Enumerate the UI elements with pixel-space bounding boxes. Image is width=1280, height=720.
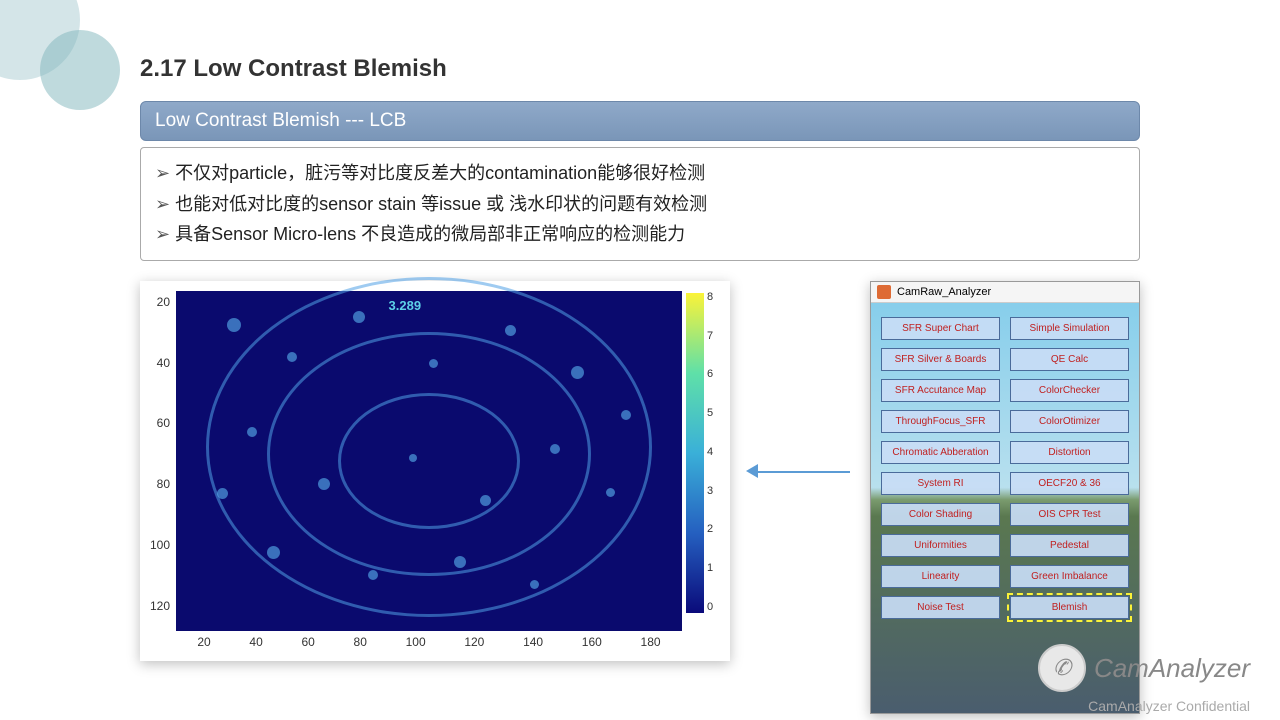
brand-text: CamAnalyzer — [1094, 653, 1250, 684]
heatmap-y-axis: 20 40 60 80 100 120 — [150, 291, 176, 631]
heatmap-spot — [267, 546, 280, 559]
app-button-system-ri[interactable]: System RI — [881, 472, 1000, 495]
x-tick: 40 — [249, 635, 262, 649]
bullet-item: 不仅对particle，脏污等对比度反差大的contamination能够很好检… — [155, 158, 1125, 189]
x-tick: 80 — [354, 635, 367, 649]
brand-chat-icon: ✆ — [1038, 644, 1086, 692]
app-button-blemish[interactable]: Blemish — [1010, 596, 1129, 619]
x-tick: 20 — [197, 635, 210, 649]
y-tick: 100 — [150, 538, 170, 552]
app-button-sfr-super-chart[interactable]: SFR Super Chart — [881, 317, 1000, 340]
heatmap-spot — [606, 488, 615, 497]
app-titlebar: CamRaw_Analyzer — [871, 282, 1139, 303]
heatmap-spot — [429, 359, 438, 368]
colorbar-labels: 8 7 6 5 4 3 2 1 0 — [704, 291, 713, 631]
heatmap-spot — [480, 495, 491, 506]
colorbar-gradient — [686, 293, 704, 613]
x-tick: 180 — [641, 635, 661, 649]
bullet-item: 也能对低对比度的sensor stain 等issue 或 浅水印状的问题有效检… — [155, 189, 1125, 220]
heatmap-panel: 20 40 60 80 100 120 3.289 8 7 6 5 4 3 2 1 0 20 40 60 80 1… — [140, 281, 730, 661]
x-tick: 160 — [582, 635, 602, 649]
app-button-green-imbalance[interactable]: Green Imbalance — [1010, 565, 1129, 588]
x-tick: 120 — [464, 635, 484, 649]
app-button-uniformities[interactable]: Uniformities — [881, 534, 1000, 557]
app-icon — [877, 285, 891, 299]
app-button-colorchecker[interactable]: ColorChecker — [1010, 379, 1129, 402]
colorbar-tick: 7 — [707, 330, 713, 342]
heatmap-spot — [318, 478, 330, 490]
app-button-sfr-accutance-map[interactable]: SFR Accutance Map — [881, 379, 1000, 402]
heatmap-plot: 3.289 — [176, 291, 682, 631]
heatmap-spot — [571, 366, 584, 379]
y-tick: 60 — [150, 416, 170, 430]
y-tick: 20 — [150, 295, 170, 309]
colorbar-tick: 1 — [707, 562, 713, 574]
x-tick: 140 — [523, 635, 543, 649]
heatmap-spot — [505, 325, 516, 336]
heatmap-ring — [206, 277, 651, 617]
footer-confidential: CamAnalyzer Confidential — [1088, 698, 1250, 714]
heatmap-spot — [227, 318, 241, 332]
app-button-qe-calc[interactable]: QE Calc — [1010, 348, 1129, 371]
heatmap-spot — [368, 570, 378, 580]
app-button-distortion[interactable]: Distortion — [1010, 441, 1129, 464]
x-tick: 60 — [301, 635, 314, 649]
footer-brand: ✆ CamAnalyzer — [1038, 644, 1250, 692]
heatmap-spot — [409, 454, 417, 462]
bullet-box: 不仅对particle，脏污等对比度反差大的contamination能够很好检… — [140, 147, 1140, 261]
heatmap-annotation: 3.289 — [389, 298, 422, 313]
colorbar-tick: 4 — [707, 446, 713, 458]
app-button-noise-test[interactable]: Noise Test — [881, 596, 1000, 619]
y-tick: 120 — [150, 599, 170, 613]
content-row: 20 40 60 80 100 120 3.289 8 7 6 5 4 3 2 1 0 20 40 60 80 1… — [140, 281, 1140, 714]
colorbar: 8 7 6 5 4 3 2 1 0 — [682, 291, 720, 631]
app-button-chromatic-abberation[interactable]: Chromatic Abberation — [881, 441, 1000, 464]
bullet-item: 具备Sensor Micro-lens 不良造成的微局部非正常响应的检测能力 — [155, 219, 1125, 250]
y-tick: 40 — [150, 356, 170, 370]
slide-body: 2.17 Low Contrast Blemish Low Contrast B… — [0, 0, 1280, 714]
app-button-sfr-silver-boards[interactable]: SFR Silver & Boards — [881, 348, 1000, 371]
colorbar-tick: 3 — [707, 485, 713, 497]
app-button-color-shading[interactable]: Color Shading — [881, 503, 1000, 526]
app-button-pedestal[interactable]: Pedestal — [1010, 534, 1129, 557]
heatmap-x-axis: 20 40 60 80 100 120 140 160 180 — [178, 631, 680, 649]
heatmap-spot — [247, 427, 257, 437]
app-button-throughfocus-sfr[interactable]: ThroughFocus_SFR — [881, 410, 1000, 433]
colorbar-tick: 6 — [707, 368, 713, 380]
app-button-linearity[interactable]: Linearity — [881, 565, 1000, 588]
app-title: CamRaw_Analyzer — [897, 286, 991, 298]
subtitle-bar: Low Contrast Blemish --- LCB — [140, 101, 1140, 141]
y-tick: 80 — [150, 477, 170, 491]
heatmap-spot — [217, 488, 228, 499]
colorbar-tick: 5 — [707, 407, 713, 419]
colorbar-tick: 2 — [707, 523, 713, 535]
app-button-colorotimizer[interactable]: ColorOtimizer — [1010, 410, 1129, 433]
heatmap-spot — [530, 580, 539, 589]
section-heading: 2.17 Low Contrast Blemish — [140, 55, 1140, 83]
app-button-oecf20-36[interactable]: OECF20 & 36 — [1010, 472, 1129, 495]
decorative-circle — [40, 30, 120, 110]
app-button-simple-simulation[interactable]: Simple Simulation — [1010, 317, 1129, 340]
x-tick: 100 — [406, 635, 426, 649]
app-button-ois-cpr-test[interactable]: OIS CPR Test — [1010, 503, 1129, 526]
colorbar-tick: 8 — [707, 291, 713, 303]
colorbar-tick: 0 — [707, 601, 713, 613]
